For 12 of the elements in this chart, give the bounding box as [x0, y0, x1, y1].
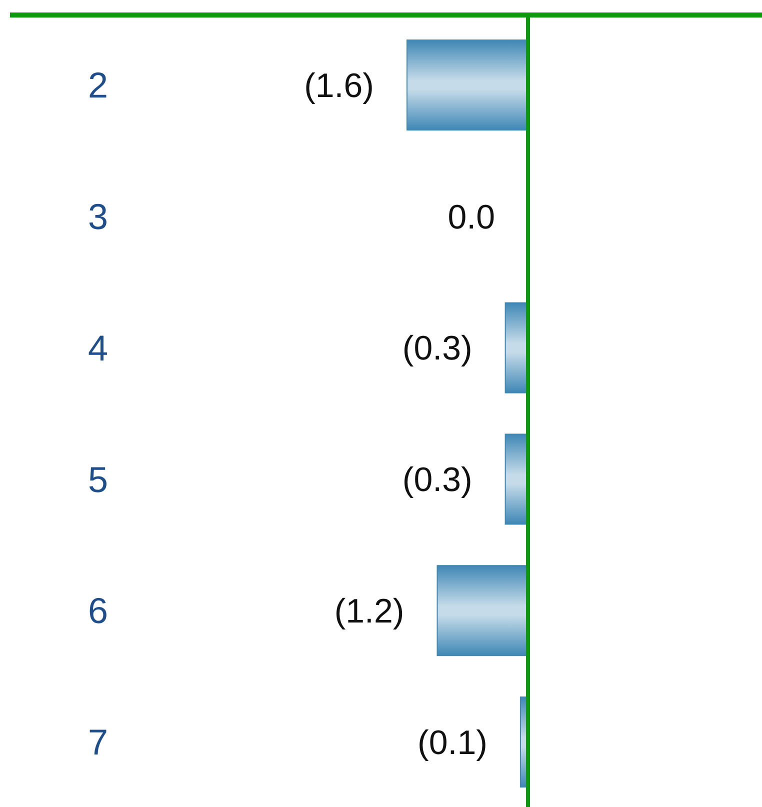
data-label: 0.0: [448, 198, 495, 236]
data-label: (0.1): [418, 724, 488, 762]
data-label: (1.2): [334, 592, 404, 630]
y-tick-label: 7: [88, 722, 108, 763]
data-label: (1.6): [304, 66, 374, 105]
y-tick-label: 4: [88, 327, 108, 368]
data-label: (0.3): [402, 461, 472, 500]
y-tick-label: 5: [88, 458, 108, 500]
y-tick-label: 6: [88, 590, 108, 632]
y-tick-label: 3: [88, 196, 108, 237]
data-label: (0.3): [402, 330, 472, 368]
y-tick-label: 2: [88, 64, 108, 106]
